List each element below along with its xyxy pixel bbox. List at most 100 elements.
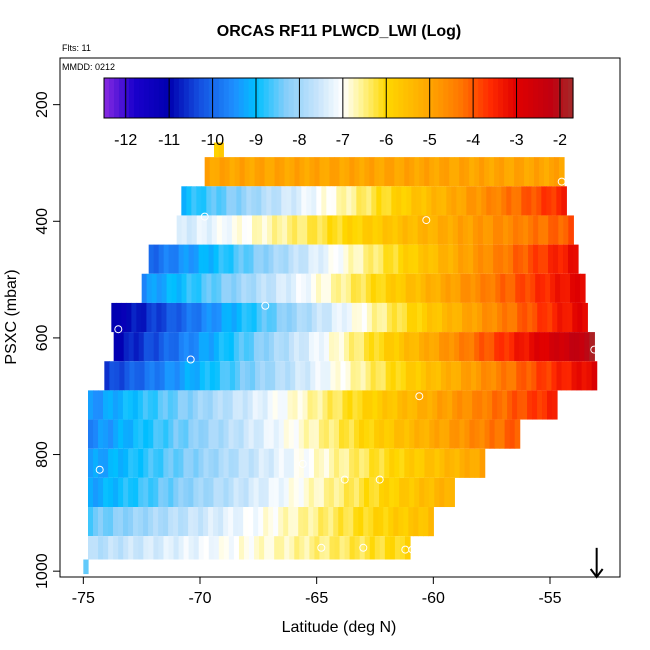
heatmap-cell (498, 215, 504, 245)
heatmap-cell (263, 507, 269, 537)
heatmap-cell (356, 302, 363, 333)
heatmap-cell (534, 332, 540, 362)
heatmap-cell (570, 273, 576, 303)
heatmap-cell (379, 332, 385, 362)
heatmap-cell (358, 244, 364, 274)
heatmap-cell (402, 215, 409, 245)
heatmap-cell (458, 244, 464, 274)
heatmap-cell (449, 419, 456, 449)
heatmap-cell (409, 157, 415, 187)
heatmap-cell (475, 273, 481, 303)
heatmap-cell (369, 477, 375, 508)
colorbar-cell (343, 78, 350, 118)
heatmap-cell (549, 157, 555, 187)
heatmap-cell (287, 215, 293, 245)
heatmap-cell (565, 273, 571, 303)
heatmap-cell (488, 244, 494, 274)
heatmap-cell (362, 390, 368, 420)
heatmap-cell (233, 419, 240, 449)
heatmap-cell (452, 302, 458, 333)
heatmap-cell (558, 215, 564, 245)
heatmap-cell (193, 477, 199, 508)
heatmap-cell (118, 332, 125, 362)
heatmap-cell (311, 302, 318, 333)
heatmap-cell (273, 507, 279, 537)
heatmap-cell (473, 244, 479, 274)
heatmap-cell (549, 332, 555, 362)
heatmap-cell (504, 157, 510, 187)
heatmap-cell (159, 361, 166, 391)
heatmap-cell (177, 390, 184, 420)
heatmap-cell (480, 273, 486, 303)
heatmap-cell (405, 361, 412, 391)
heatmap-band (88, 536, 411, 560)
heatmap-cell (312, 390, 319, 420)
heatmap-cell (146, 273, 153, 303)
heatmap-cell (551, 186, 557, 216)
heatmap-cell (144, 361, 151, 391)
x-tick-label: -70 (188, 590, 211, 607)
heatmap-cell (193, 244, 200, 274)
heatmap-cell (271, 186, 277, 216)
heatmap-cell (118, 536, 124, 560)
heatmap-cell (343, 419, 350, 449)
heatmap-cell (98, 477, 104, 508)
sample-marker (415, 392, 424, 401)
heatmap-cell (384, 157, 390, 187)
sample-marker (261, 301, 270, 310)
heatmap-cell (213, 477, 220, 508)
colorbar-cell (353, 78, 360, 118)
heatmap-cell (424, 332, 430, 362)
heatmap-cell (412, 390, 418, 420)
heatmap-cell (123, 477, 129, 508)
heatmap-cell (183, 536, 190, 560)
heatmap-cell (420, 273, 427, 303)
heatmap-cell (419, 448, 426, 478)
heatmap-cell (238, 536, 245, 560)
heatmap-cell (389, 536, 396, 560)
heatmap-cell (444, 419, 450, 449)
heatmap-cell (228, 419, 235, 449)
heatmap-cell (369, 419, 375, 449)
heatmap-cell (209, 157, 216, 187)
heatmap-cell (307, 390, 314, 420)
heatmap-cell (569, 332, 575, 362)
heatmap-cell (296, 273, 302, 303)
heatmap-cell (560, 273, 566, 303)
heatmap-cell (483, 244, 489, 274)
heatmap-cell (286, 302, 293, 333)
heatmap-cell (103, 419, 109, 449)
heatmap-cell (178, 244, 185, 274)
colorbar-cell (443, 78, 449, 118)
colorbar-cell (513, 78, 519, 118)
heatmap-cell (141, 273, 148, 303)
heatmap-cell (223, 507, 229, 537)
heatmap-cell (510, 273, 516, 303)
heatmap-cell (98, 419, 104, 449)
heatmap-cell (413, 507, 419, 537)
heatmap-cell (358, 507, 364, 537)
heatmap-cell (133, 419, 139, 449)
heatmap-cell (548, 244, 554, 274)
heatmap-cell (276, 302, 283, 333)
heatmap-cell (469, 332, 475, 362)
heatmap-cell (168, 419, 174, 449)
heatmap-cell (514, 157, 520, 187)
y-axis-label: PSXC (mbar) (3, 269, 20, 364)
heatmap-cell (442, 390, 448, 420)
heatmap-cell (273, 244, 280, 274)
heatmap-cell (282, 215, 288, 245)
heatmap-cell (295, 361, 301, 391)
heatmap-cell (509, 419, 516, 449)
heatmap-cell (584, 332, 590, 362)
heatmap-cell (372, 215, 379, 245)
heatmap-cell (127, 390, 134, 420)
heatmap-cell (527, 302, 533, 333)
heatmap-cell (266, 186, 272, 216)
heatmap-cell (559, 332, 565, 362)
heatmap-cell (270, 361, 276, 391)
heatmap-cell (329, 157, 336, 187)
heatmap-cell (291, 273, 297, 303)
heatmap-cell (196, 215, 203, 245)
heatmap-cell (310, 361, 316, 391)
